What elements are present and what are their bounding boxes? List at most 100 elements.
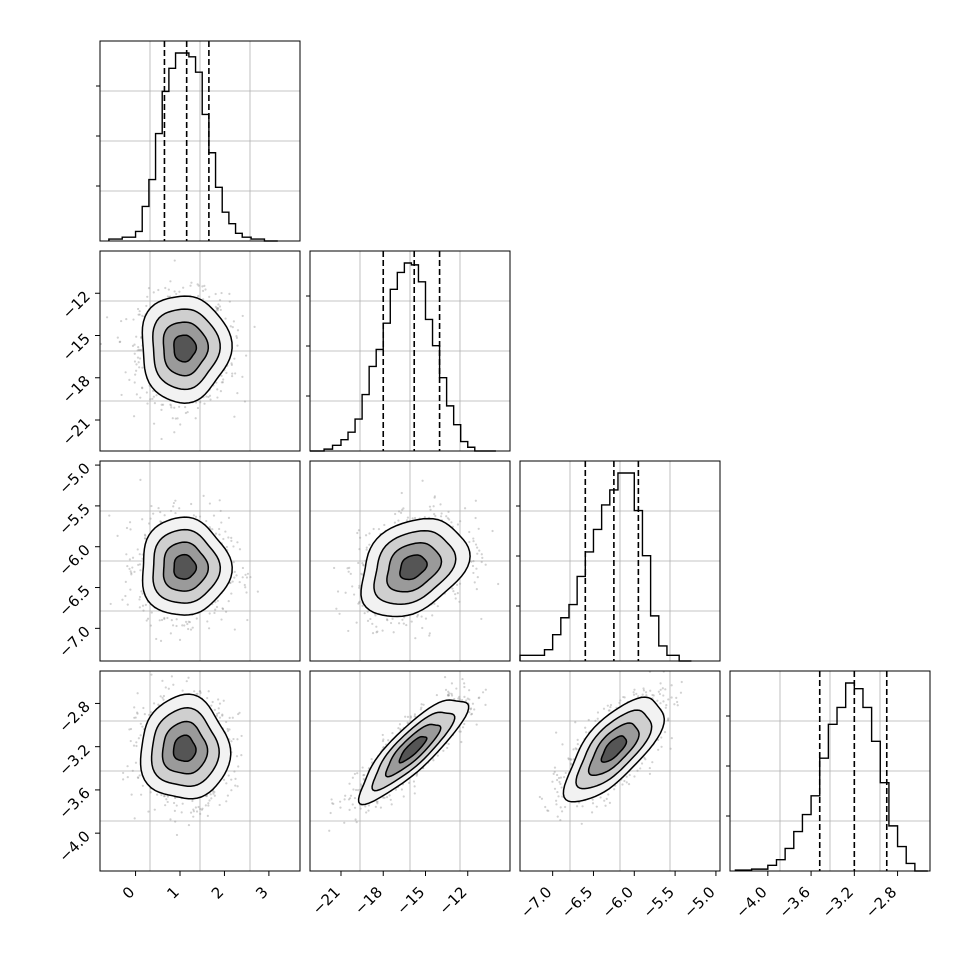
scatter-point xyxy=(403,616,406,619)
scatter-point xyxy=(149,517,152,520)
x-tick-label: −5.0 xyxy=(680,883,718,921)
scatter-panel-3-0 xyxy=(99,670,301,872)
scatter-point xyxy=(135,369,138,372)
panel-frame xyxy=(99,460,301,662)
panel-content xyxy=(520,671,720,871)
scatter-point xyxy=(472,537,475,540)
scatter-point xyxy=(376,800,379,803)
scatter-point xyxy=(206,620,209,623)
scatter-point xyxy=(662,694,665,697)
scatter-point xyxy=(491,529,494,533)
scatter-point xyxy=(432,505,435,508)
contour-line xyxy=(162,541,210,592)
scatter-point xyxy=(227,774,230,777)
scatter-point xyxy=(116,336,119,339)
scatter-point xyxy=(468,689,471,692)
scatter-point xyxy=(480,553,483,556)
scatter-point xyxy=(178,638,182,641)
panel-content xyxy=(310,671,510,871)
scatter-point xyxy=(147,713,151,716)
scatter-point xyxy=(346,567,349,570)
scatter-point xyxy=(161,403,165,406)
scatter-point xyxy=(186,622,189,626)
scatter-point xyxy=(447,510,450,513)
scatter-point xyxy=(330,798,333,801)
scatter-point xyxy=(225,800,228,803)
scatter-point xyxy=(169,509,173,513)
scatter-point xyxy=(357,529,361,532)
scatter-point xyxy=(246,618,249,622)
scatter-point xyxy=(556,773,559,777)
scatter-point xyxy=(385,796,389,799)
scatter-point xyxy=(235,336,239,339)
scatter-point xyxy=(563,776,566,779)
scatter-point xyxy=(397,519,400,522)
scatter-point xyxy=(351,585,354,588)
scatter-point xyxy=(224,610,228,613)
x-tick-label: 3 xyxy=(252,883,271,902)
scatter-point xyxy=(173,290,176,293)
scatter-point xyxy=(421,479,424,482)
scatter-point xyxy=(569,758,573,761)
scatter-point xyxy=(460,740,463,744)
scatter-point xyxy=(233,770,236,773)
scatter-point xyxy=(141,725,144,728)
scatter-point xyxy=(119,340,122,343)
scatter-point xyxy=(245,591,248,594)
scatter-point xyxy=(476,546,479,549)
scatter-point xyxy=(170,619,173,622)
scatter-point xyxy=(216,309,219,312)
scatter-point xyxy=(354,788,358,792)
scatter-point xyxy=(209,793,212,796)
scatter-point xyxy=(175,833,179,837)
scatter-point xyxy=(572,748,575,751)
scatter-point xyxy=(374,614,377,617)
scatter-point xyxy=(399,728,402,731)
scatter-point xyxy=(442,749,445,752)
scatter-point xyxy=(208,612,211,615)
scatter-point xyxy=(608,801,612,804)
scatter-point xyxy=(382,738,385,741)
scatter-point xyxy=(211,528,214,531)
scatter-point xyxy=(371,622,374,625)
scatter-point xyxy=(220,381,223,384)
scatter-point xyxy=(142,609,145,612)
scatter-point xyxy=(560,810,564,813)
scatter-point xyxy=(226,794,229,797)
panel-content xyxy=(100,461,300,661)
scatter-point xyxy=(228,292,231,295)
scatter-point xyxy=(196,283,199,286)
scatter-point xyxy=(457,697,460,700)
scatter-point xyxy=(200,808,204,811)
scatter-point xyxy=(659,688,662,691)
scatter-point xyxy=(352,593,356,596)
scatter-point xyxy=(398,723,402,726)
scatter-point xyxy=(665,704,668,707)
scatter-point xyxy=(215,605,219,609)
scatter-point xyxy=(231,716,234,719)
panel-frame xyxy=(519,460,721,662)
scatter-point xyxy=(392,631,395,634)
scatter-point xyxy=(167,687,170,690)
contour-line xyxy=(173,553,198,580)
scatter-point xyxy=(150,673,153,676)
scatter-point xyxy=(351,776,354,779)
scatter-point xyxy=(584,731,588,734)
scatter-point xyxy=(433,495,436,498)
x-tick-label: −3.2 xyxy=(819,883,857,921)
y-tick-label: −4.0 xyxy=(55,827,93,865)
scatter-point xyxy=(474,499,477,502)
scatter-point xyxy=(555,803,558,806)
scatter-point xyxy=(173,431,176,434)
scatter-point xyxy=(424,617,428,620)
scatter-point xyxy=(468,698,471,701)
scatter-point xyxy=(237,765,240,768)
scatter-point xyxy=(413,713,417,716)
scatter-point xyxy=(235,335,238,338)
scatter-point xyxy=(230,740,233,743)
scatter-point xyxy=(253,325,256,328)
scatter-point xyxy=(139,734,142,737)
scatter-point xyxy=(667,719,670,722)
y-tick-label: −5.0 xyxy=(55,459,93,497)
scatter-point xyxy=(448,518,451,521)
